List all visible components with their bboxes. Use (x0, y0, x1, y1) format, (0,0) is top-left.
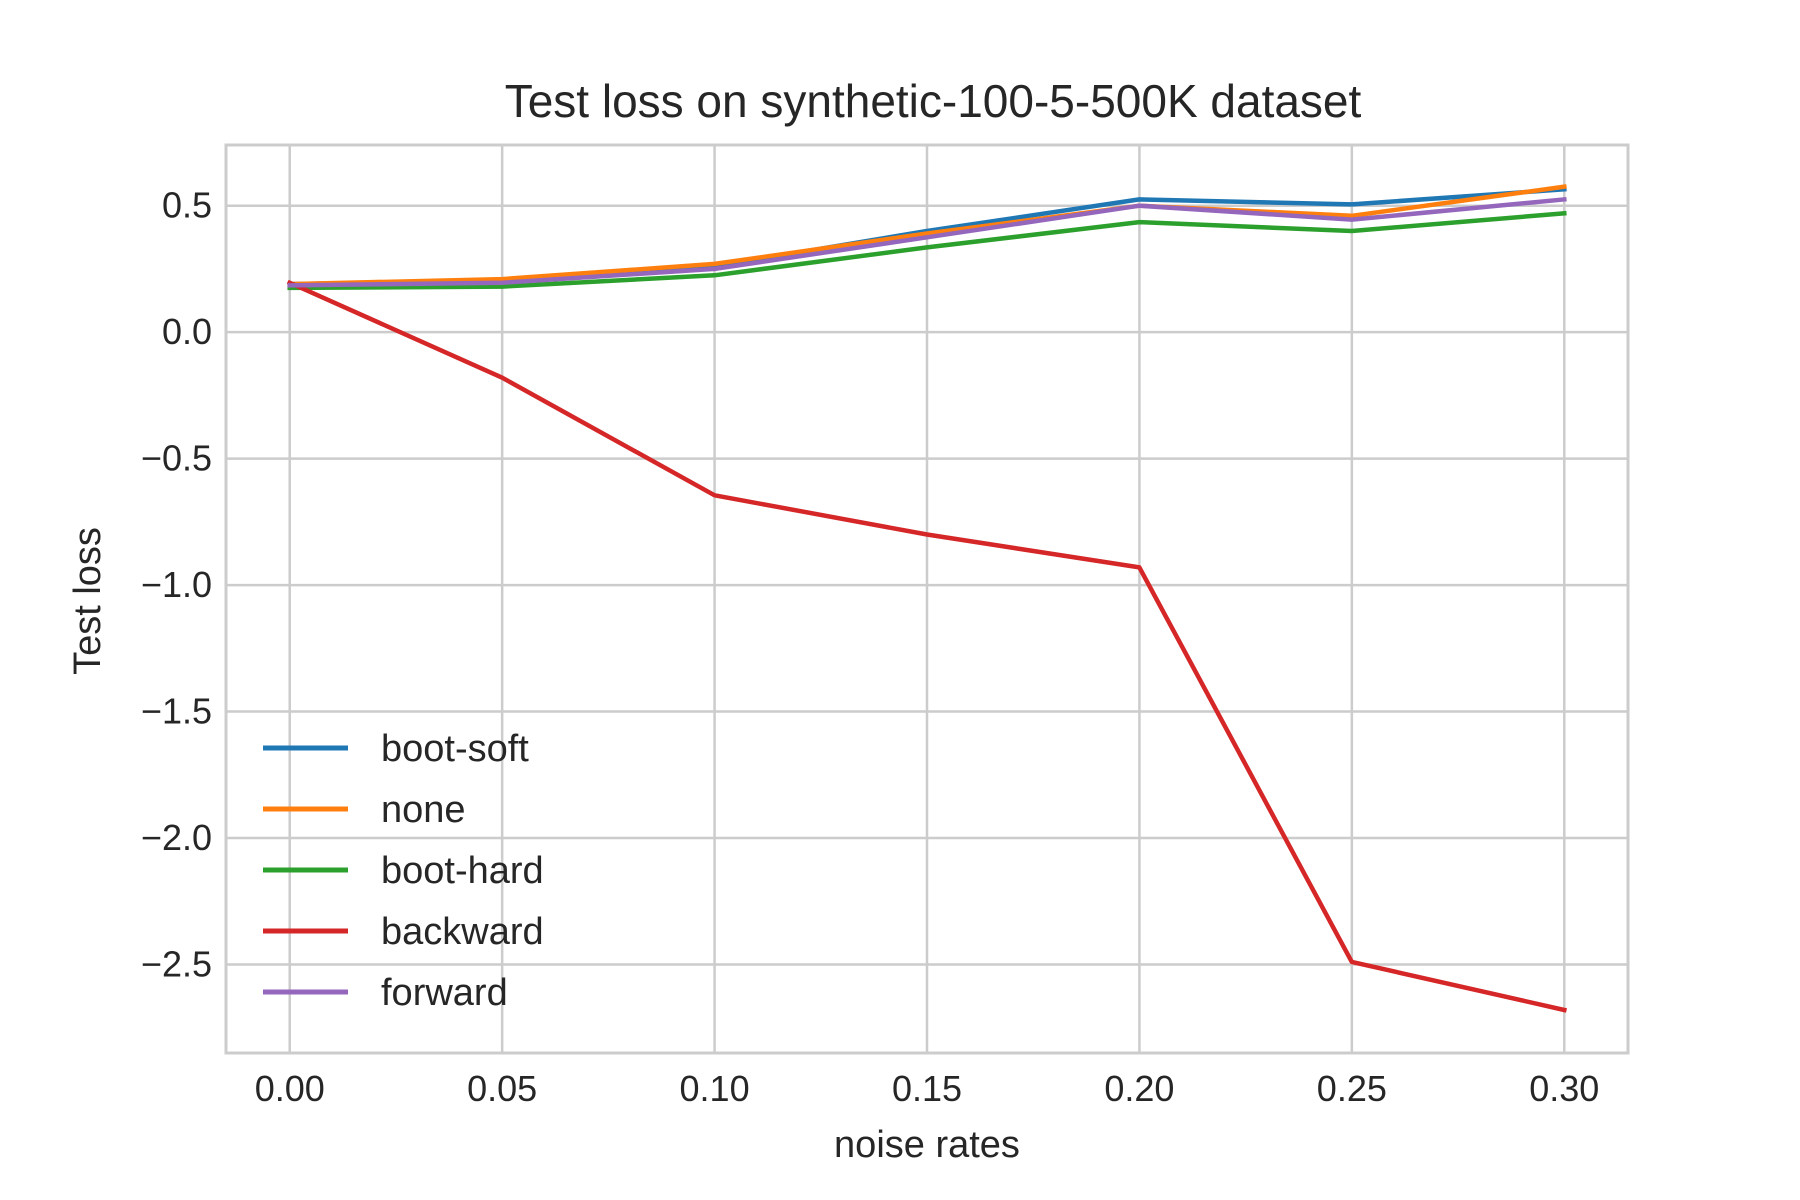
legend-label-forward: forward (381, 972, 508, 1014)
x-tick-label: 0.30 (1529, 1068, 1599, 1109)
plot-frame (224, 143, 1630, 1055)
x-tick-label: 0.05 (467, 1068, 537, 1109)
series-lines (286, 184, 1567, 1013)
series-line-forward (287, 196, 1567, 288)
y-tick-label: −1.5 (141, 691, 212, 732)
x-tick-label: 0.15 (892, 1068, 962, 1109)
x-tick-label: 0.20 (1104, 1068, 1174, 1109)
y-tick-label: −2.0 (141, 817, 212, 858)
series-line-none (287, 184, 1567, 287)
legend-label-backward: backward (381, 911, 544, 953)
y-tick-label: −0.5 (141, 438, 212, 479)
legend-label-none: none (381, 789, 466, 831)
legend: boot-soft none boot-hard backward forward (263, 728, 544, 1014)
x-tick-label: 0.00 (255, 1068, 325, 1109)
y-tick-label: 0.5 (162, 185, 212, 226)
y-tick-label: −2.5 (141, 943, 212, 984)
x-tick-label: 0.10 (680, 1068, 750, 1109)
legend-label-boot-hard: boot-hard (381, 850, 544, 892)
y-tick-label: −1.0 (141, 564, 212, 605)
legend-label-boot-soft: boot-soft (381, 728, 529, 770)
x-tick-label: 0.25 (1317, 1068, 1387, 1109)
series-line-boot-hard (287, 210, 1567, 291)
y-tick-label: 0.0 (162, 311, 212, 352)
y-axis-label: Test loss (67, 527, 109, 675)
tick-labels: 0.00 0.05 0.10 0.15 0.20 0.25 0.30 0.5 0.0 −0.5 −1… (141, 185, 1599, 1109)
series-line-backward (286, 279, 1567, 1013)
grid (226, 145, 1628, 1053)
chart-title: Test loss on synthetic-100-5-500K datase… (505, 75, 1362, 127)
x-axis-label: noise rates (834, 1124, 1020, 1166)
